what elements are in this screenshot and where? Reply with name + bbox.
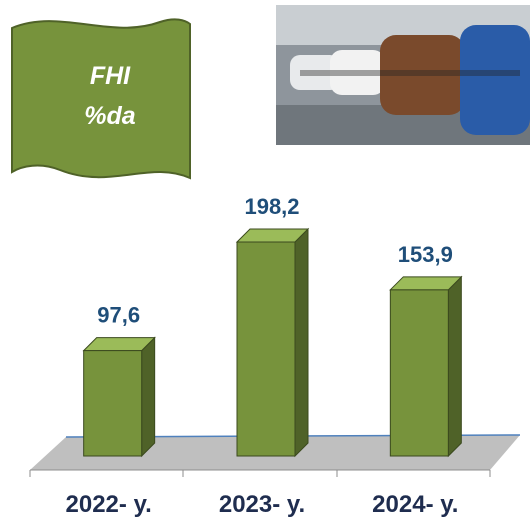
bar-side xyxy=(295,229,308,456)
x-tick-label: 2024- y. xyxy=(372,491,458,518)
bar-front xyxy=(237,242,295,456)
chart: FHI %da 97,6 2022- y. 198,2 2023- y. 153,9 20… xyxy=(0,0,530,526)
value-label: 97,6 xyxy=(97,303,140,328)
axis-ticks xyxy=(30,470,490,477)
chart-title: %da xyxy=(84,102,136,130)
photo xyxy=(276,5,530,145)
x-tick-label: 2022- y. xyxy=(66,491,152,518)
bar xyxy=(84,338,155,456)
bar-front xyxy=(84,351,142,456)
bar-front xyxy=(390,290,448,456)
value-label: 198,2 xyxy=(244,194,299,219)
title-banner xyxy=(12,19,190,178)
bar-side xyxy=(448,277,461,456)
chart-title: FHI xyxy=(90,62,131,90)
x-tick-label: 2023- y. xyxy=(219,491,305,518)
bar-side xyxy=(142,338,155,456)
value-label: 153,9 xyxy=(398,242,453,267)
bar-top xyxy=(84,338,155,351)
bar-top xyxy=(237,229,308,242)
bar-top xyxy=(390,277,461,290)
bar xyxy=(237,229,308,456)
bar xyxy=(390,277,461,456)
